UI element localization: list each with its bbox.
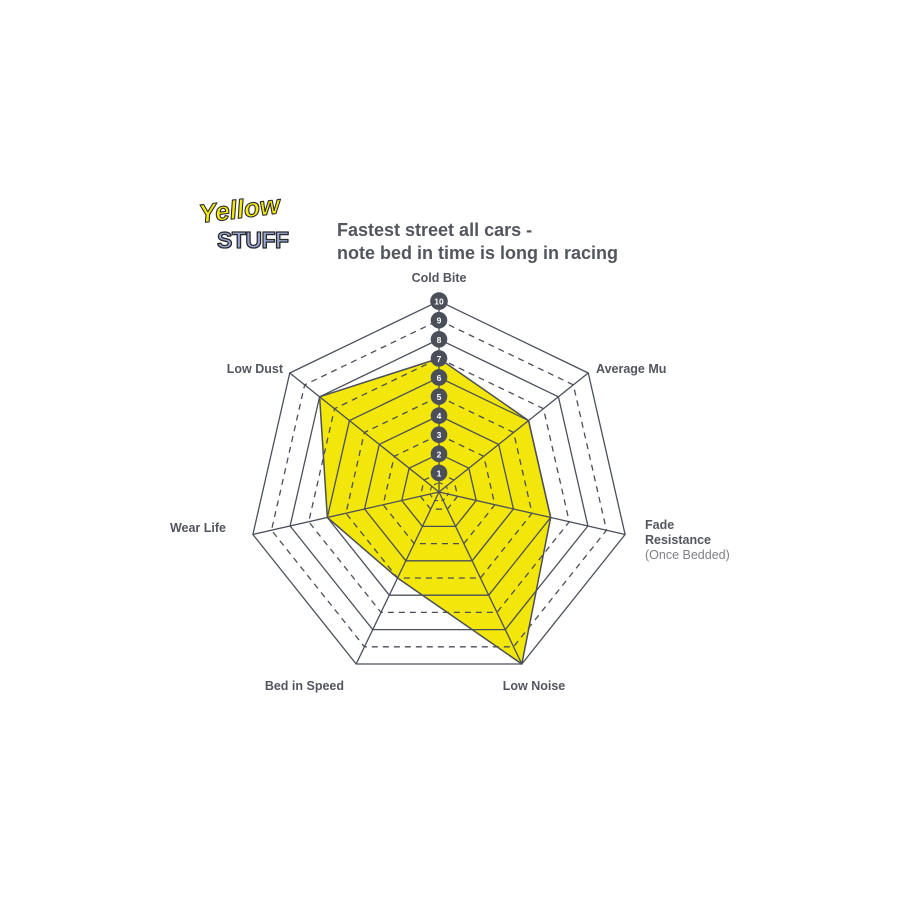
svg-text:8: 8 [437, 335, 442, 345]
svg-text:10: 10 [434, 297, 444, 307]
svg-text:6: 6 [437, 373, 442, 383]
svg-text:1: 1 [437, 468, 442, 478]
svg-text:7: 7 [437, 354, 442, 364]
svg-text:4: 4 [437, 411, 442, 421]
svg-text:9: 9 [437, 316, 442, 326]
svg-text:5: 5 [437, 392, 442, 402]
svg-text:3: 3 [437, 430, 442, 440]
svg-text:2: 2 [437, 449, 442, 459]
